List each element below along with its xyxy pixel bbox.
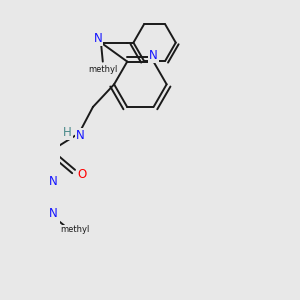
Text: H: H	[63, 126, 72, 139]
Text: N: N	[49, 175, 58, 188]
Text: methyl: methyl	[88, 65, 118, 74]
Text: N: N	[49, 207, 58, 220]
Text: methyl: methyl	[60, 225, 89, 234]
Text: O: O	[77, 168, 86, 181]
Text: N: N	[75, 129, 84, 142]
Text: N: N	[94, 32, 102, 45]
Text: N: N	[149, 49, 158, 62]
